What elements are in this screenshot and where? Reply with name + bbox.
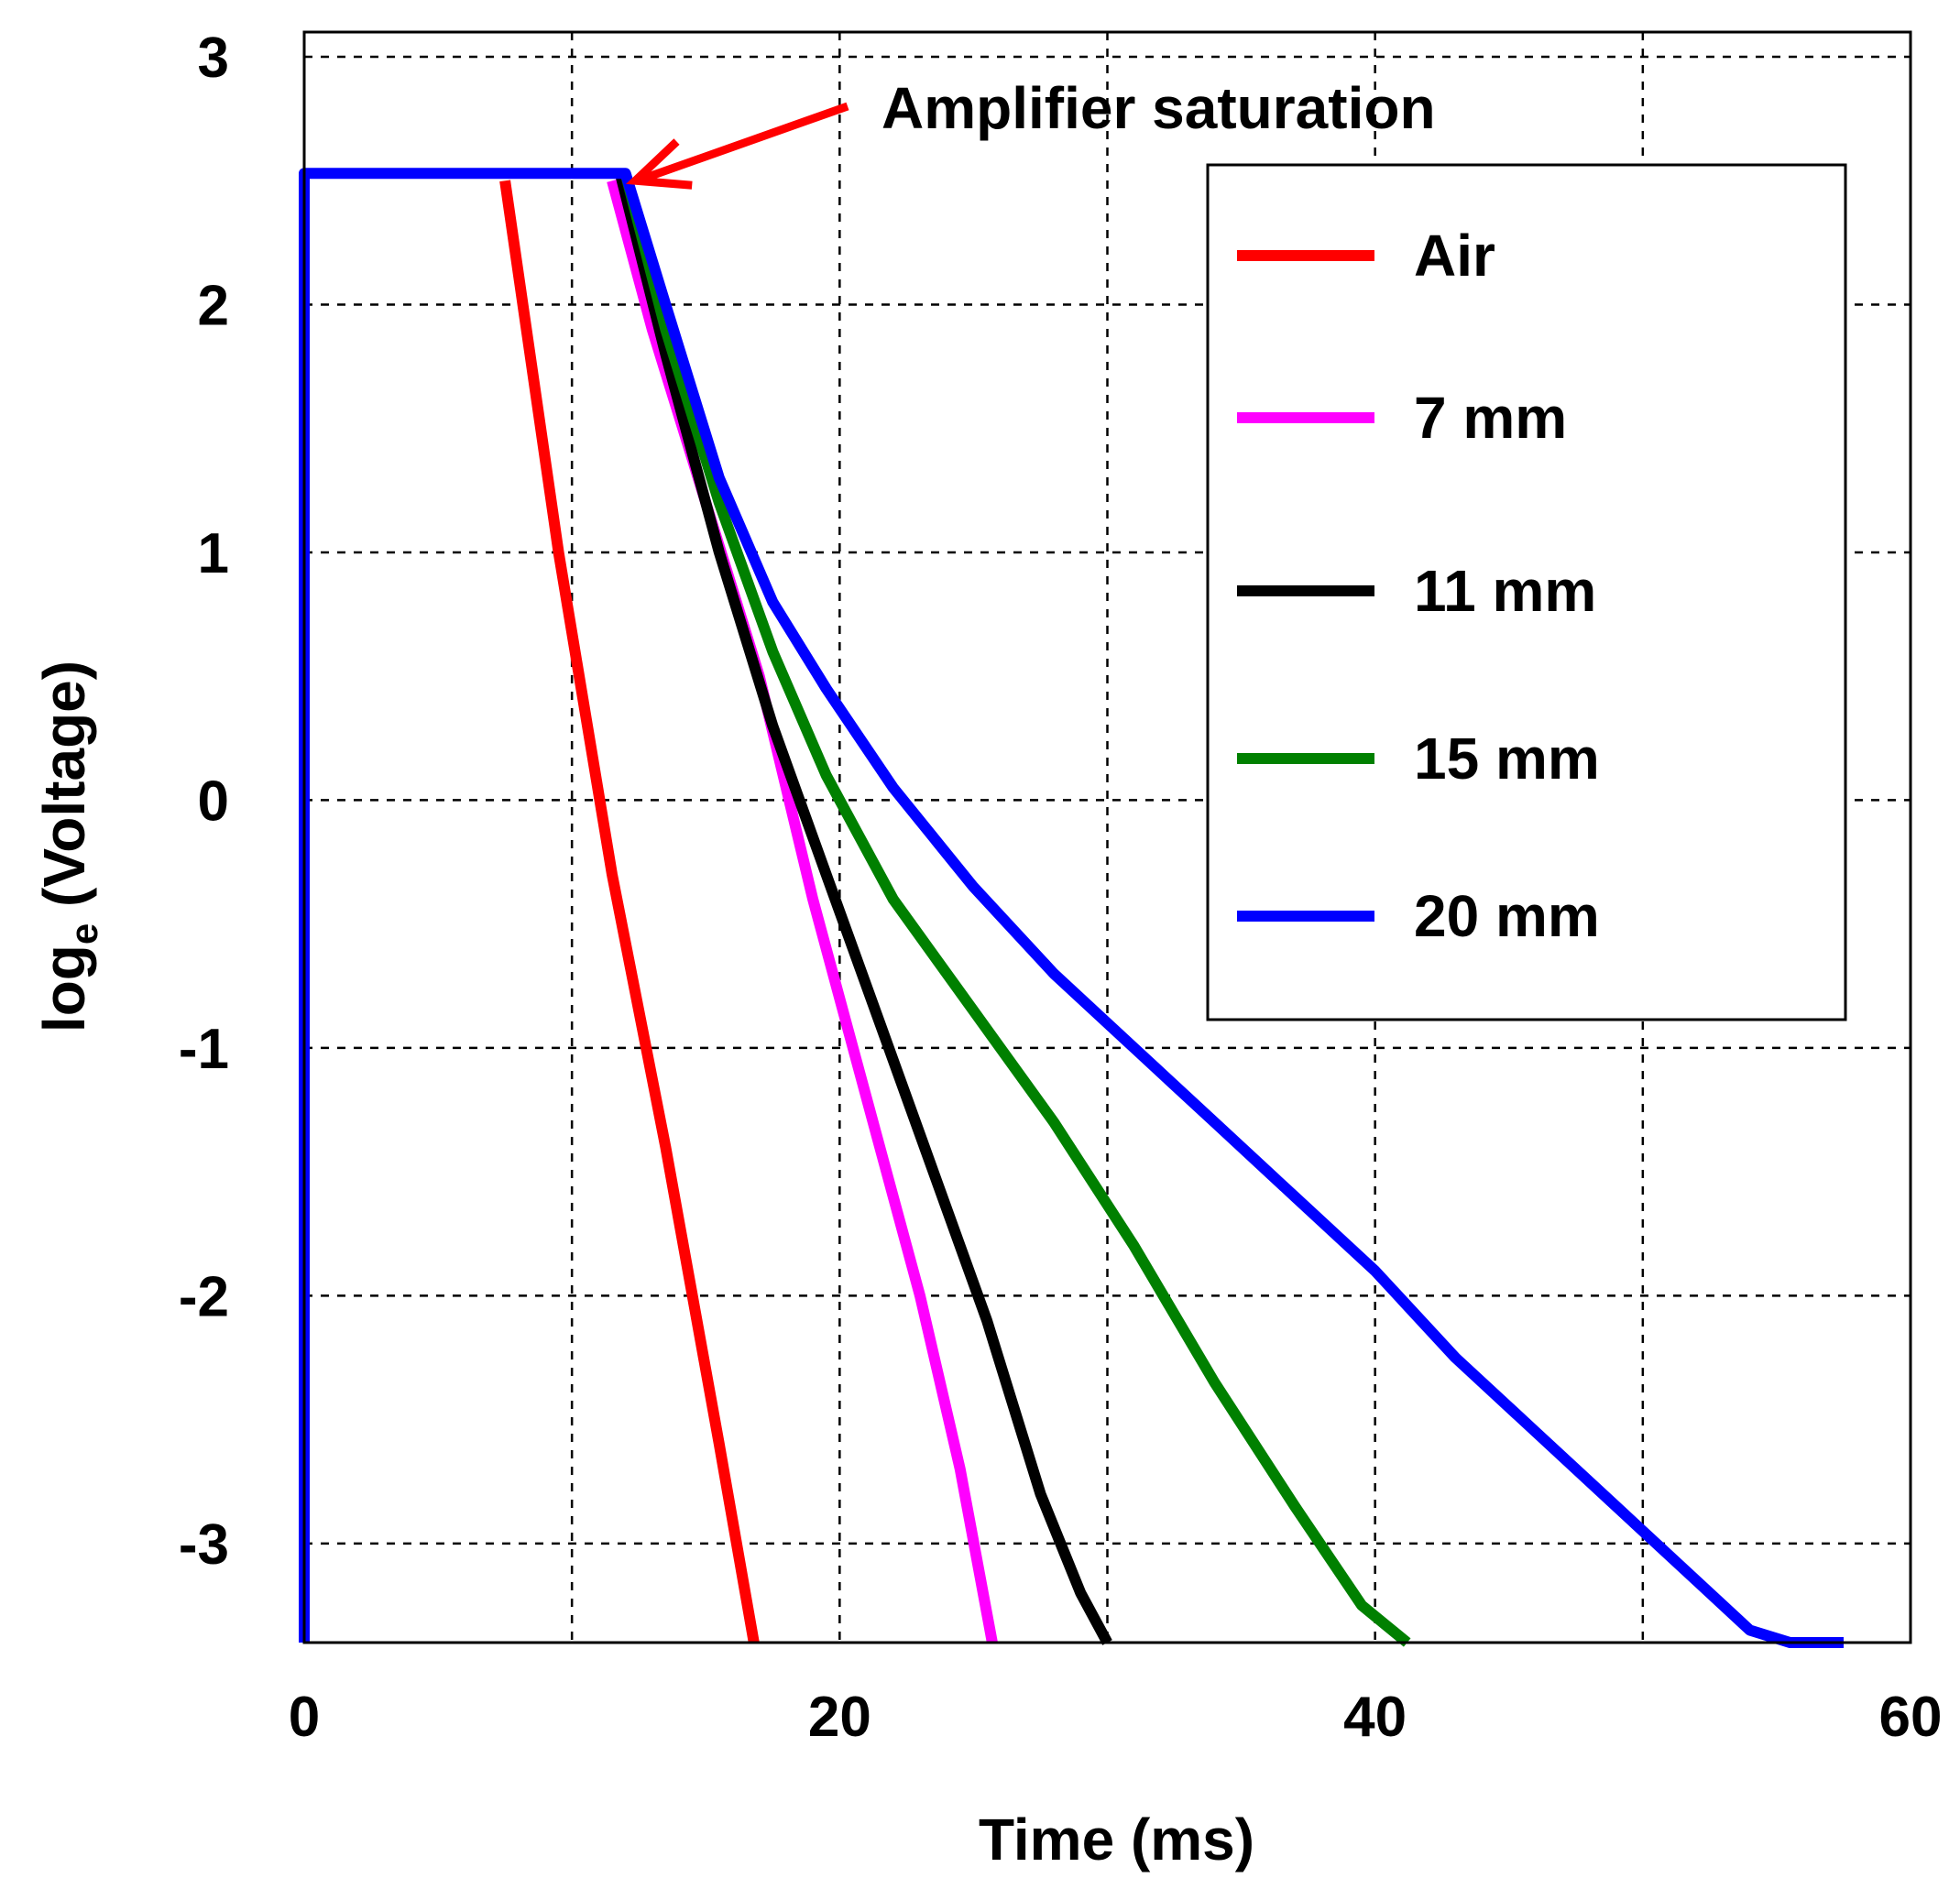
x-tick-label: 20 xyxy=(808,1686,871,1749)
legend-label: 20 mm xyxy=(1414,883,1600,949)
x-tick-label: 40 xyxy=(1343,1686,1407,1749)
y-tick-label: -2 xyxy=(179,1265,229,1328)
annotation-text: Amplifier saturation xyxy=(881,75,1436,141)
series-layer xyxy=(299,168,1844,1648)
annotation-arrow-head xyxy=(626,138,693,190)
annotation-arrow-line xyxy=(641,102,849,183)
legend-label: Air xyxy=(1414,223,1495,289)
y-axis-title-rest: (Voltage) xyxy=(31,661,97,923)
legend: Air 7 mm 11 mm 15 mm 20 mm xyxy=(1206,163,1847,1021)
y-tick-label: 1 xyxy=(198,522,229,585)
legend-label: 15 mm xyxy=(1414,726,1600,792)
x-tick-label: 60 xyxy=(1879,1686,1943,1749)
x-tick-label: 0 xyxy=(289,1686,320,1749)
y-tick-label: 2 xyxy=(198,275,229,338)
y-tick-label: 3 xyxy=(198,27,229,90)
y-axis-title-subscript: e xyxy=(62,923,105,944)
y-axis-title-base: log xyxy=(31,944,97,1032)
series-line-3 xyxy=(619,171,1411,1647)
y-tick-label: -1 xyxy=(179,1018,229,1081)
series-line-4 xyxy=(299,168,1844,1648)
legend-label: 11 mm xyxy=(1414,558,1596,624)
plot-frame xyxy=(302,30,1912,1644)
annotation: Amplifier saturation xyxy=(626,75,1436,190)
y-axis-title: loge (Voltage) xyxy=(31,661,105,1032)
series-line-0 xyxy=(499,180,760,1644)
legend-label: 7 mm xyxy=(1414,385,1567,451)
y-axis-ticks: 3 2 1 0 -1 -2 -3 xyxy=(179,27,229,1577)
x-axis-ticks: 0 20 40 60 xyxy=(289,1686,1943,1749)
series-line-2 xyxy=(614,171,1112,1645)
y-tick-label: 0 xyxy=(198,770,229,833)
x-axis-title: Time (ms) xyxy=(979,1807,1254,1873)
y-tick-label: -3 xyxy=(179,1513,229,1577)
